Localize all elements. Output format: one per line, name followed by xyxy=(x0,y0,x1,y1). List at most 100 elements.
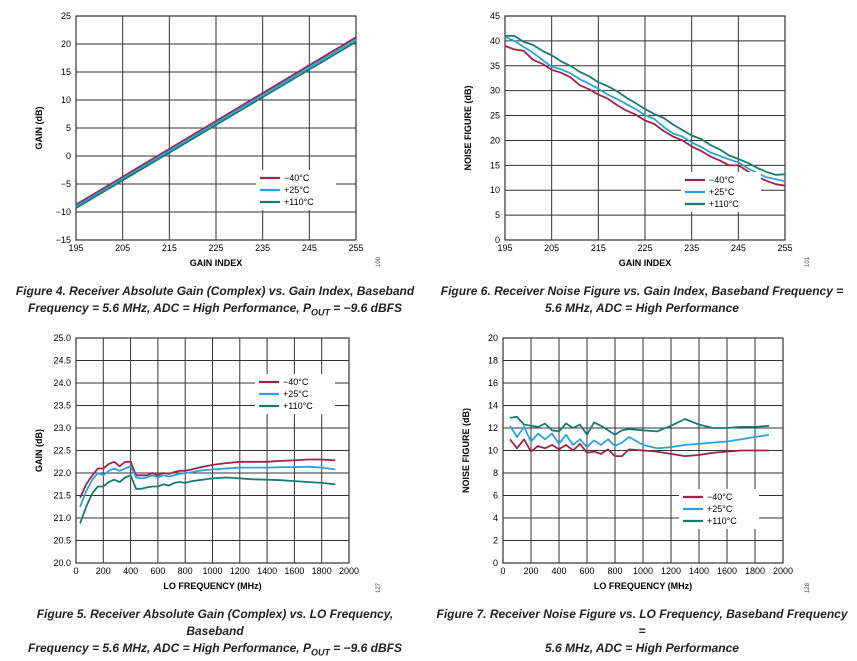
y-tick-label: 20 xyxy=(490,135,500,145)
x-tick-label: 800 xyxy=(178,566,193,576)
y-tick-label: 30 xyxy=(490,86,500,96)
legend-label: +25°C xyxy=(707,504,733,514)
fig5-chart: 0 200 400 600 800 1000 1200 1400 1600 1800 2000 20.… xyxy=(34,333,382,593)
y-axis-title: GAIN (dB) xyxy=(34,107,44,150)
x-tick-label: 195 xyxy=(68,243,83,253)
legend-label: +25°C xyxy=(283,389,309,399)
x-tick-label: 255 xyxy=(348,243,363,253)
y-axis-title: NOISE FIGURE (dB) xyxy=(463,85,473,170)
caption-fig7: Figure 7. Receiver Noise Figure vs. LO F… xyxy=(432,606,852,657)
y-tick-label: 18 xyxy=(488,356,498,366)
x-tick-label: 245 xyxy=(731,243,746,253)
y-tick-label: 24.5 xyxy=(53,356,71,366)
x-axis-title: LO FREQUENCY (MHz) xyxy=(163,581,261,591)
x-tick-label: 215 xyxy=(162,243,177,253)
caption-fig4-line2b: = −9.6 dBFS xyxy=(329,301,402,315)
y-tick-label: 35 xyxy=(490,61,500,71)
x-tick-label: 255 xyxy=(777,243,792,253)
y-tick-label: 15 xyxy=(490,160,500,170)
legend-label: −40°C xyxy=(707,492,733,502)
figure-code: 128 xyxy=(805,582,811,593)
x-tick-label: 245 xyxy=(302,243,317,253)
series-line xyxy=(509,425,770,450)
x-tick-label: 1800 xyxy=(312,566,332,576)
y-tick-label: −10 xyxy=(56,207,71,217)
legend-label: −40°C xyxy=(709,175,735,185)
y-tick-label: 2 xyxy=(493,536,498,546)
series-line xyxy=(75,41,357,209)
x-axis-title: LO FREQUENCY (MHz) xyxy=(594,581,692,591)
y-tick-label: 5 xyxy=(495,210,500,220)
plot-frame xyxy=(502,337,784,564)
x-tick-label: 2000 xyxy=(339,566,359,576)
figure-code: 101 xyxy=(805,256,811,267)
x-tick-label: 205 xyxy=(544,243,559,253)
y-tick-label: 14 xyxy=(488,401,498,411)
y-tick-label: 20 xyxy=(61,39,71,49)
caption-fig7-line1: Figure 7. Receiver Noise Figure vs. LO F… xyxy=(436,607,848,638)
x-tick-label: 1200 xyxy=(230,566,250,576)
caption-fig5-line2a: Frequency = 5.6 MHz, ADC = High Performa… xyxy=(28,641,311,655)
caption-fig6-line1: Figure 6. Receiver Noise Figure vs. Gain… xyxy=(440,284,844,298)
figure-code: 100 xyxy=(376,256,382,267)
y-tick-label: 15 xyxy=(61,67,71,77)
y-tick-label: 25.0 xyxy=(53,333,71,343)
y-tick-label: 10 xyxy=(488,446,498,456)
y-tick-label: 8 xyxy=(493,468,498,478)
y-tick-label: 16 xyxy=(488,378,498,388)
y-tick-label: 25 xyxy=(490,111,500,121)
caption-fig4-line2: Frequency = 5.6 MHz, ADC = High Performa… xyxy=(10,300,420,321)
series-line xyxy=(505,35,786,176)
y-tick-label: 0 xyxy=(493,558,498,568)
caption-fig5: Figure 5. Receiver Absolute Gain (Comple… xyxy=(10,606,420,661)
figure-code: 127 xyxy=(376,582,382,593)
series-line xyxy=(79,458,336,499)
y-tick-label: 4 xyxy=(493,513,498,523)
caption-fig5-line1: Figure 5. Receiver Absolute Gain (Comple… xyxy=(36,607,394,638)
y-tick-label: 23.5 xyxy=(53,401,71,411)
x-tick-label: 800 xyxy=(607,566,622,576)
legend: −40°C +25°C +110°C xyxy=(256,170,336,210)
y-tick-label: 20.5 xyxy=(53,536,71,546)
x-tick-label: 1400 xyxy=(257,566,277,576)
series-line xyxy=(75,36,357,206)
y-tick-label: 20.0 xyxy=(53,558,71,568)
caption-fig4-sub: OUT xyxy=(310,307,330,318)
legend-label: +25°C xyxy=(284,185,310,195)
x-tick-label: 1800 xyxy=(745,566,765,576)
series-line xyxy=(509,415,770,436)
y-tick-label: 21.0 xyxy=(53,513,71,523)
fig6-chart: 195 205 215 225 235 245 255 0 5 10 15 20 25 30 35 40 45 G… xyxy=(463,11,811,268)
legend-label: +25°C xyxy=(709,187,735,197)
legend-label: +110°C xyxy=(707,516,737,526)
y-tick-label: −15 xyxy=(56,235,71,245)
y-tick-label: 40 xyxy=(490,36,500,46)
x-tick-label: 200 xyxy=(523,566,538,576)
y-axis-title: GAIN (dB) xyxy=(34,429,44,472)
plot-frame xyxy=(75,337,350,564)
series-line xyxy=(75,38,357,208)
y-tick-label: −5 xyxy=(61,179,71,189)
series-line xyxy=(504,45,786,187)
legend-label: +110°C xyxy=(283,401,313,411)
y-tick-label: 10 xyxy=(490,185,500,195)
series-line xyxy=(504,36,786,183)
legend-label: +110°C xyxy=(284,197,314,207)
caption-fig7-line2: 5.6 MHz, ADC = High Performance xyxy=(545,641,739,655)
caption-fig6: Figure 6. Receiver Noise Figure vs. Gain… xyxy=(432,283,852,317)
x-axis-title: GAIN INDEX xyxy=(190,258,243,268)
x-tick-label: 225 xyxy=(208,243,223,253)
caption-fig4-line1: Figure 4. Receiver Absolute Gain (Comple… xyxy=(15,284,415,298)
x-tick-label: 1000 xyxy=(633,566,653,576)
fig7-chart: 0 200 400 600 800 1000 1200 1400 1600 1800 2000 0 2 4… xyxy=(461,333,811,593)
x-tick-label: 1600 xyxy=(717,566,737,576)
y-tick-label: 25 xyxy=(61,11,71,21)
x-tick-label: 225 xyxy=(637,243,652,253)
x-tick-label: 235 xyxy=(684,243,699,253)
y-tick-label: 24.0 xyxy=(53,378,71,388)
x-tick-label: 1200 xyxy=(661,566,681,576)
legend: −40°C +25°C +110°C xyxy=(679,489,759,529)
caption-fig4-line2a: Frequency = 5.6 MHz, ADC = High Performa… xyxy=(28,301,311,315)
x-tick-label: 1400 xyxy=(689,566,709,576)
